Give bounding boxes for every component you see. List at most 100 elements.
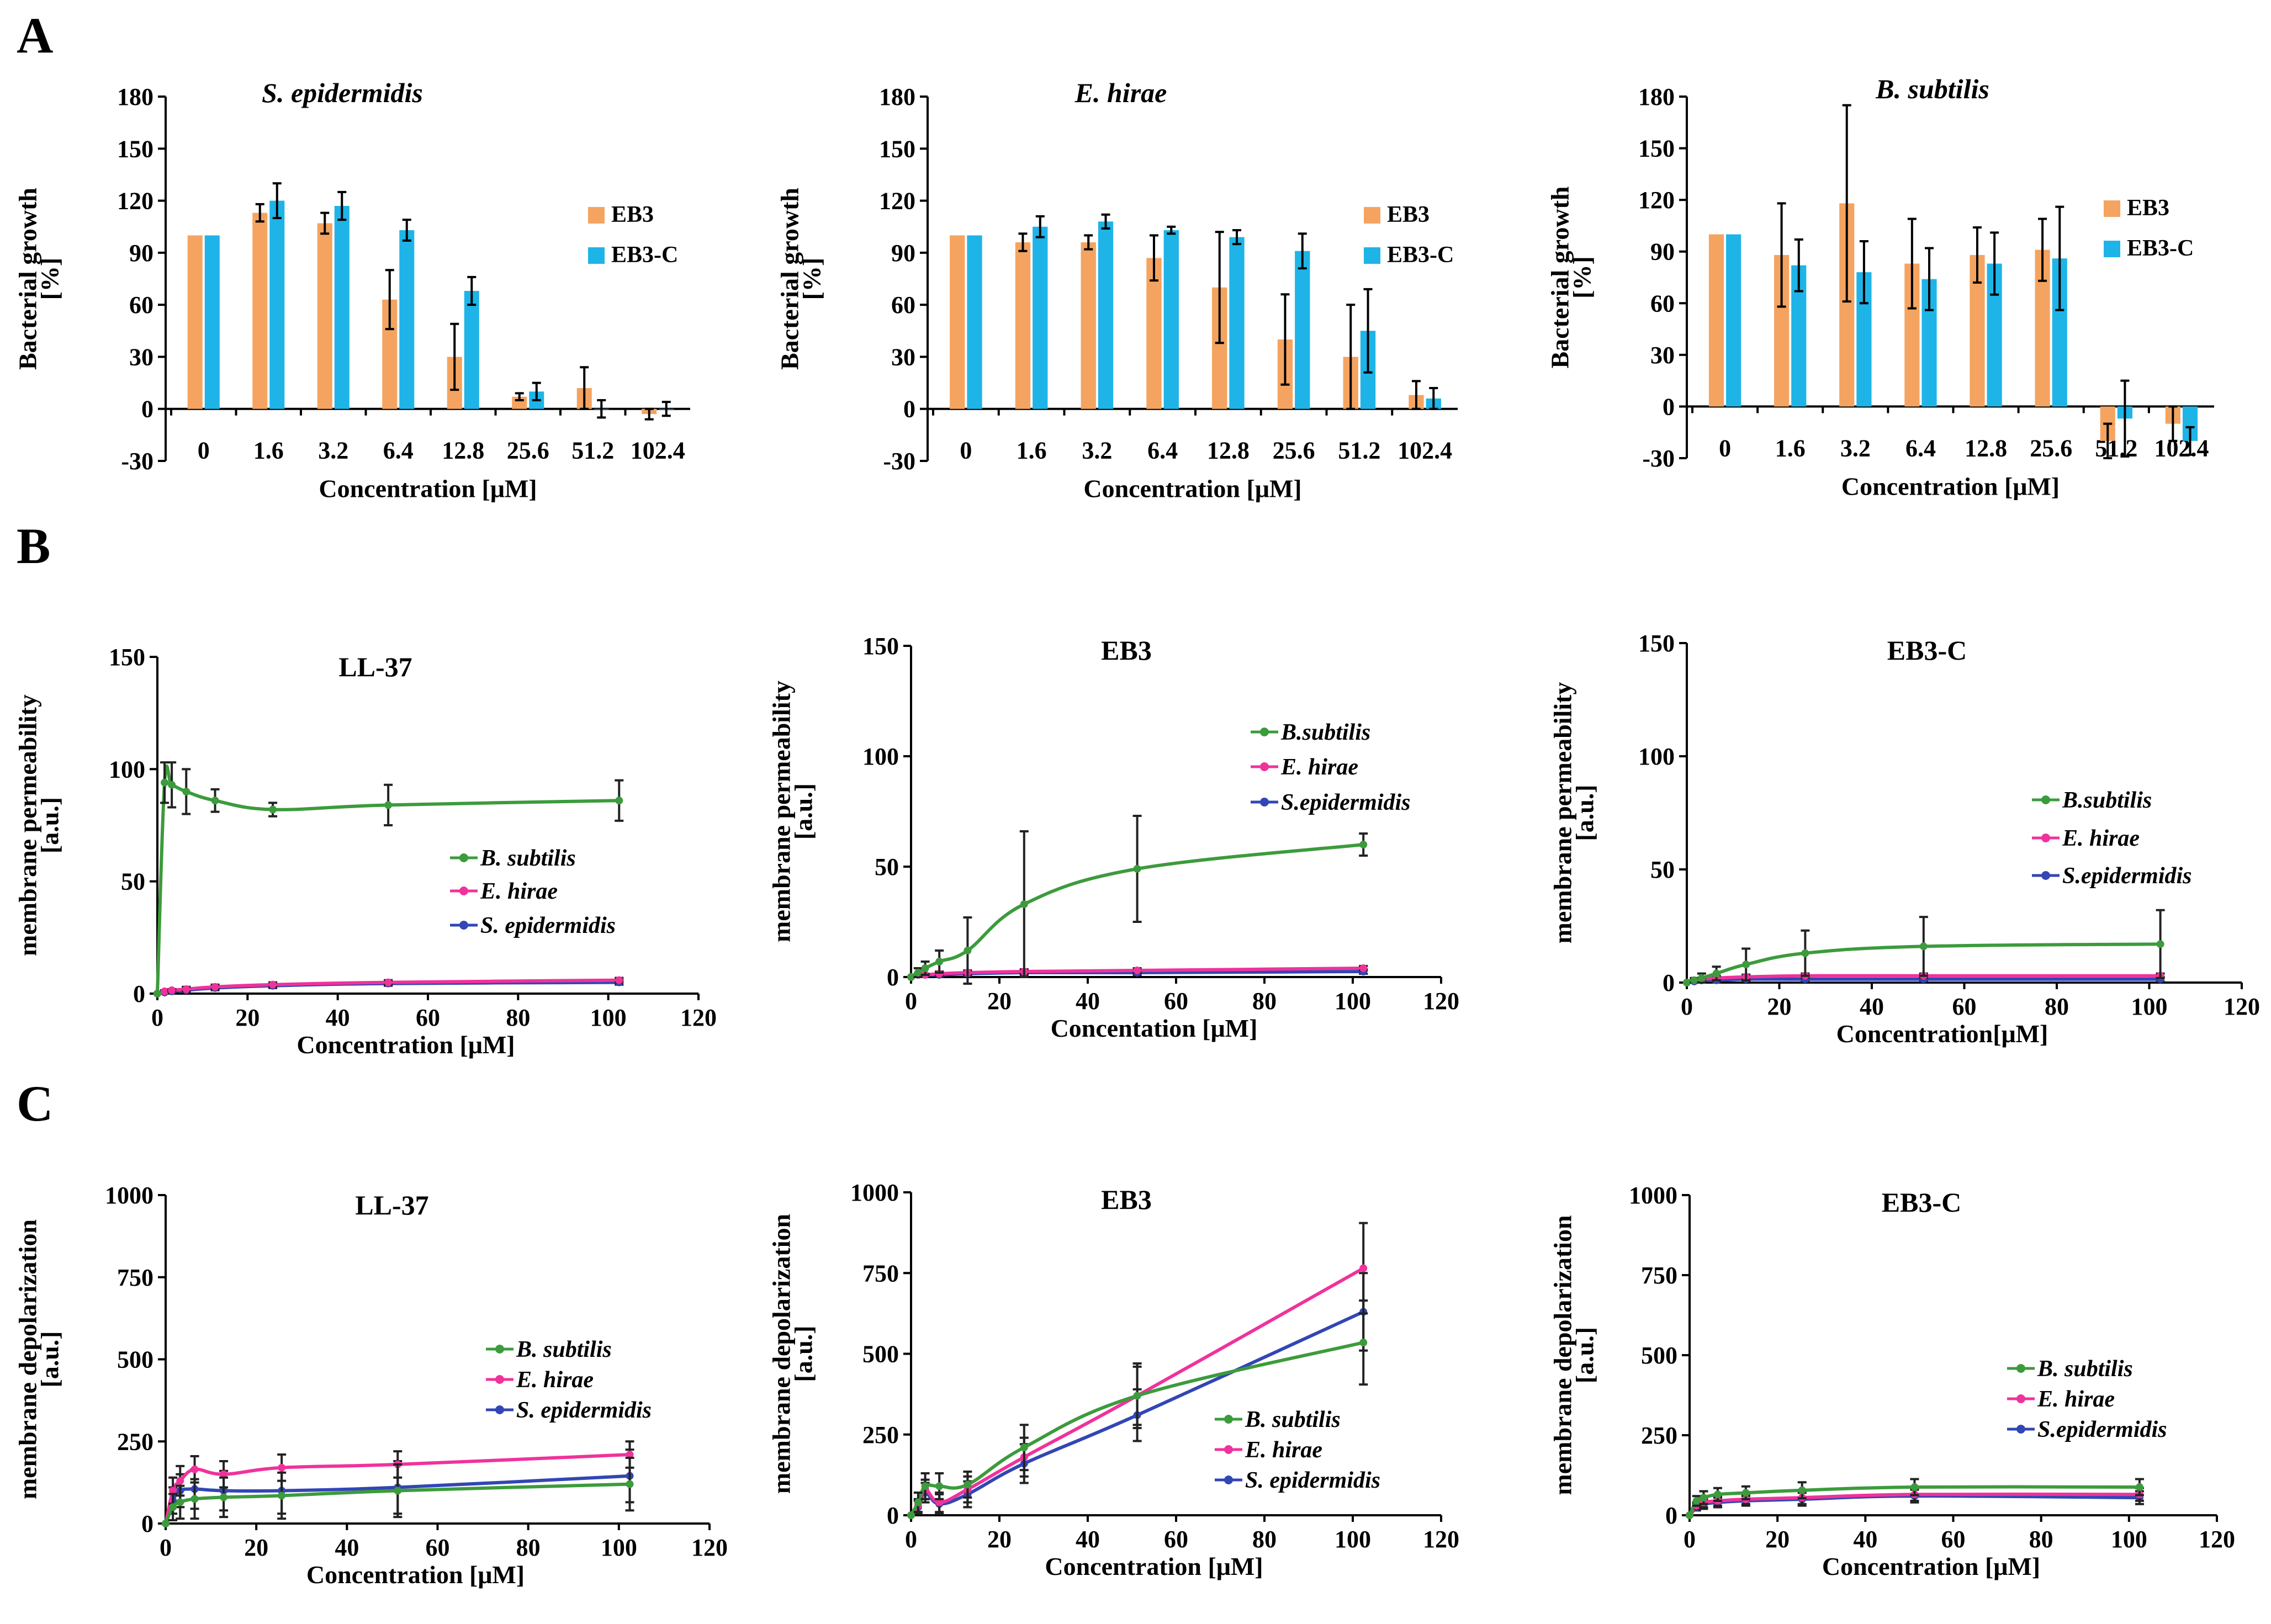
y-tick-label: 150: [1638, 135, 1675, 162]
y-axis-unit: [a.u.]: [790, 1325, 818, 1382]
y-axis-label: membrane permeability: [1549, 682, 1577, 944]
data-point: [190, 1465, 199, 1473]
y-axis-unit: [a.u.]: [790, 783, 818, 840]
data-point: [220, 1493, 228, 1501]
legend-marker: [495, 1405, 504, 1414]
chart-title: EB3: [1101, 635, 1152, 666]
legend-marker: [495, 1345, 504, 1354]
legend-label: EB3: [1387, 202, 1430, 227]
data-point: [921, 1482, 929, 1490]
data-point: [1741, 1489, 1750, 1497]
legend-marker: [495, 1375, 504, 1384]
legend-marker: [1260, 728, 1269, 736]
x-tick-label: 40: [335, 1534, 359, 1561]
y-tick-label: 0: [1663, 393, 1675, 420]
y-tick-label: 50: [121, 868, 145, 895]
data-point: [2156, 940, 2164, 948]
data-point: [1697, 974, 1706, 982]
legend-swatch: [1364, 207, 1380, 224]
x-tick-label: 0: [1719, 434, 1731, 461]
x-tick-label: 100: [2131, 993, 2168, 1020]
x-tick-label: 60: [1941, 1526, 1966, 1553]
x-tick-label: 60: [1164, 1526, 1188, 1553]
legend-label: E. hirae: [1280, 755, 1358, 780]
x-tick-label: 40: [1860, 993, 1884, 1020]
x-tick-label: 80: [2029, 1526, 2053, 1553]
x-tick-label: 0: [905, 1526, 917, 1553]
bar-eb3-c: [204, 235, 220, 409]
y-tick-label: 250: [117, 1428, 153, 1455]
data-point: [161, 778, 169, 787]
bar-eb3-c: [967, 235, 982, 409]
x-tick-label: 0: [151, 1004, 163, 1031]
y-axis-label: Bacterial growth: [776, 188, 804, 370]
y-tick-label: 0: [141, 396, 153, 423]
x-axis-label: Concentration [μM]: [319, 475, 537, 503]
y-axis-unit: [a.u.]: [36, 1331, 64, 1387]
legend-swatch: [1364, 247, 1380, 264]
x-tick-label: 80: [1252, 1526, 1277, 1553]
y-axis-label: Bacterial growth: [14, 188, 42, 370]
data-point: [1712, 969, 1721, 978]
bar-eb3: [317, 223, 332, 409]
x-tick-label: 20: [987, 988, 1012, 1015]
y-axis-unit: [a.u.]: [1571, 1327, 1599, 1383]
bar-eb3-c: [399, 230, 415, 409]
x-tick-label: 0: [160, 1534, 172, 1561]
data-point: [1683, 979, 1691, 986]
legend-label: E. hirae: [1245, 1437, 1322, 1463]
data-point: [169, 1503, 177, 1511]
data-point: [935, 958, 944, 965]
legend-marker: [2041, 834, 2050, 842]
x-tick-label: 1.6: [1017, 437, 1047, 464]
x-tick-label: 6.4: [383, 437, 414, 464]
y-tick-label: 250: [862, 1421, 899, 1448]
data-point: [278, 1492, 286, 1500]
legend-marker: [2016, 1364, 2025, 1373]
bar-eb3-c: [1726, 234, 1741, 407]
y-tick-label: 150: [1638, 630, 1675, 657]
data-point: [161, 987, 169, 995]
data-point: [269, 980, 277, 989]
data-point: [1742, 960, 1750, 969]
legend-label: S. epidermidis: [516, 1398, 652, 1423]
x-tick-label: 102.4: [631, 437, 685, 464]
bar-chart-a2: -30 0 30 60 90 120 150 180 Bacterial growth[%] E.…: [776, 77, 1458, 503]
bar-eb3-c: [269, 200, 285, 409]
legend-label: S. epidermidis: [480, 913, 616, 938]
data-point: [615, 976, 623, 984]
data-point: [168, 781, 176, 789]
x-tick-label: 120: [1423, 1526, 1459, 1553]
y-axis-label: membrane depolarization: [1549, 1215, 1577, 1495]
y-tick-label: 180: [117, 83, 153, 110]
bar-eb3-c: [1163, 230, 1179, 409]
x-axis-label: Concentation [μM]: [1051, 1014, 1258, 1042]
data-point: [169, 1487, 177, 1495]
x-tick-label: 100: [1335, 988, 1371, 1015]
data-point: [176, 1477, 184, 1485]
chart-title: EB3-C: [1887, 635, 1967, 666]
x-tick-label: 1.6: [1775, 434, 1806, 461]
chart-title: EB3: [1101, 1184, 1152, 1215]
legend-label: E. hirae: [516, 1367, 594, 1393]
series-line-e-hirae: [164, 1453, 630, 1524]
y-tick-label: 100: [1638, 743, 1675, 770]
legend-swatch: [588, 207, 605, 224]
data-point: [1801, 949, 1809, 957]
legend-marker: [1260, 762, 1269, 771]
y-tick-label: 500: [862, 1341, 899, 1368]
y-tick-label: 50: [1650, 856, 1675, 883]
y-axis-unit: [%]: [798, 258, 826, 300]
y-tick-label: 90: [891, 240, 915, 267]
legend-label: B. subtilis: [480, 846, 576, 871]
x-tick-label: 12.8: [442, 437, 484, 464]
legend-label: E. hirae: [2062, 826, 2140, 851]
legend-label: B.subtilis: [1280, 720, 1370, 745]
x-tick-label: 6.4: [1905, 434, 1936, 461]
y-tick-label: 120: [117, 188, 153, 215]
bar-eb3-c: [1098, 221, 1114, 409]
bar-eb3-c: [334, 206, 350, 409]
data-point: [921, 964, 929, 972]
x-tick-label: 40: [1076, 988, 1100, 1015]
x-tick-label: 40: [326, 1004, 350, 1031]
